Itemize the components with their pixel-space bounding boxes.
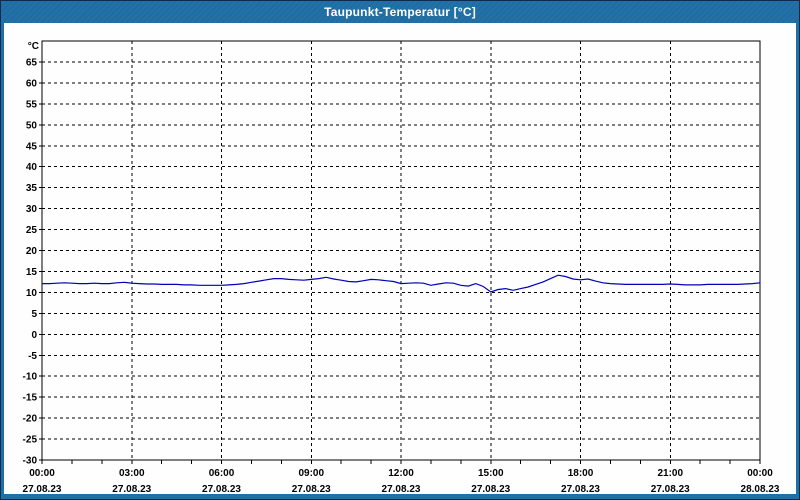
time-axis-label: 18:00 [568, 468, 594, 479]
y-tick-label: 25 [26, 225, 38, 236]
time-axis-label: 21:00 [657, 468, 683, 479]
y-tick-label: 55 [26, 99, 38, 110]
y-axis-unit-label: °C [28, 41, 39, 52]
y-tick-label: 20 [26, 246, 38, 257]
dewpoint-line [42, 274, 761, 293]
y-tick-label: 40 [26, 162, 38, 173]
time-axis-label: 03:00 [119, 468, 145, 479]
date-axis-label: 27.08.23 [23, 484, 62, 495]
y-tick-label: 45 [26, 141, 38, 152]
y-tick-label: 5 [31, 309, 37, 320]
time-axis-label: 06:00 [209, 468, 235, 479]
window-title: Taupunkt-Temperatur [°C] [324, 5, 476, 19]
date-axis-label: 27.08.23 [651, 484, 690, 495]
date-axis-label: 27.08.23 [471, 484, 510, 495]
y-tick-label: 50 [26, 120, 38, 131]
window-frame-bottom [1, 494, 799, 499]
time-axis-label: 15:00 [478, 468, 504, 479]
date-axis-label: 27.08.23 [382, 484, 421, 495]
window-frame-left [1, 23, 4, 499]
y-tick-label: 10 [26, 288, 38, 299]
y-tick-label: -10 [23, 372, 38, 383]
y-tick-label: -25 [23, 435, 38, 446]
time-axis-label: 12:00 [388, 468, 414, 479]
time-axis-label: 09:00 [298, 468, 324, 479]
y-tick-label: 15 [26, 267, 38, 278]
plot-frame [41, 40, 761, 461]
y-tick-label: -15 [23, 393, 38, 404]
date-axis-label: 27.08.23 [292, 484, 331, 495]
date-axis-label: 28.08.23 [741, 484, 780, 495]
y-tick-label: -20 [23, 414, 38, 425]
window-titlebar: Taupunkt-Temperatur [°C] [1, 1, 799, 23]
y-tick-label: 30 [26, 204, 38, 215]
y-tick-label: -5 [28, 351, 37, 362]
window-frame-right [796, 23, 799, 499]
y-tick-label: 0 [31, 330, 37, 341]
date-axis-label: 27.08.23 [112, 484, 151, 495]
y-tick-label: -30 [23, 456, 38, 467]
y-tick-label: 60 [26, 78, 38, 89]
date-axis-label: 27.08.23 [202, 484, 241, 495]
date-axis-label: 27.08.23 [561, 484, 600, 495]
y-tick-label: 65 [26, 57, 38, 68]
y-tick-label: 35 [26, 183, 38, 194]
time-axis-label: 00:00 [747, 468, 773, 479]
time-axis-label: 00:00 [29, 468, 55, 479]
